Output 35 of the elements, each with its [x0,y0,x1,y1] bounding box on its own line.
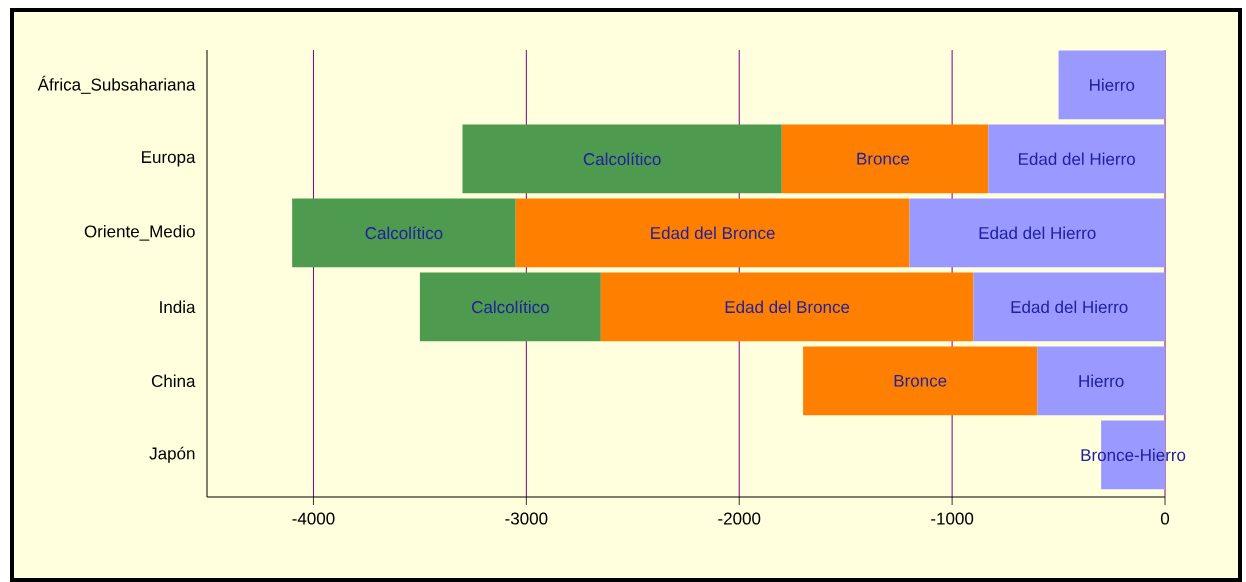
bar [909,198,1166,268]
annotation: Hierro [1079,374,1124,388]
bar [1037,346,1166,416]
bar [803,346,1038,416]
annotation: Edad del Hierro [1018,152,1135,166]
y-tick-label: África_Subsahariana [37,75,196,94]
annotation: Calcolítico [583,152,661,166]
y-tick-label: Europa [142,151,196,167]
annotation: Edad del Bronce [651,226,775,240]
x-tick-label: -2000 [718,512,761,525]
bar [515,198,910,268]
x-tick-label: 0 [1160,512,1170,525]
x-tick-label: -1000 [931,512,974,525]
bar [292,198,516,268]
annotation: Edad del Hierro [979,226,1096,240]
annotation: Bronce [857,152,910,165]
y-tick-label: China [151,374,196,388]
annotation: Edad del Bronce [725,300,850,314]
bar [1058,50,1166,120]
x-tick-label: -4000 [292,512,335,525]
y-tick-label: Oriente_Medio [84,224,195,241]
bar [462,124,782,194]
annotation: Hierro [1090,78,1135,92]
x-tick-label: -3000 [505,512,548,525]
bar [419,272,601,342]
y-tick-label: Japón [149,446,195,463]
annotation: Edad del Hierro [1011,300,1128,314]
annotation: Calcolítico [472,300,549,314]
bar [781,124,989,194]
bar [973,272,1166,342]
annotation: Bronce [894,374,947,387]
bar [988,124,1166,194]
annotation: Calcolítico [365,226,443,240]
bar [600,272,974,342]
y-tick-label: India [160,300,196,314]
